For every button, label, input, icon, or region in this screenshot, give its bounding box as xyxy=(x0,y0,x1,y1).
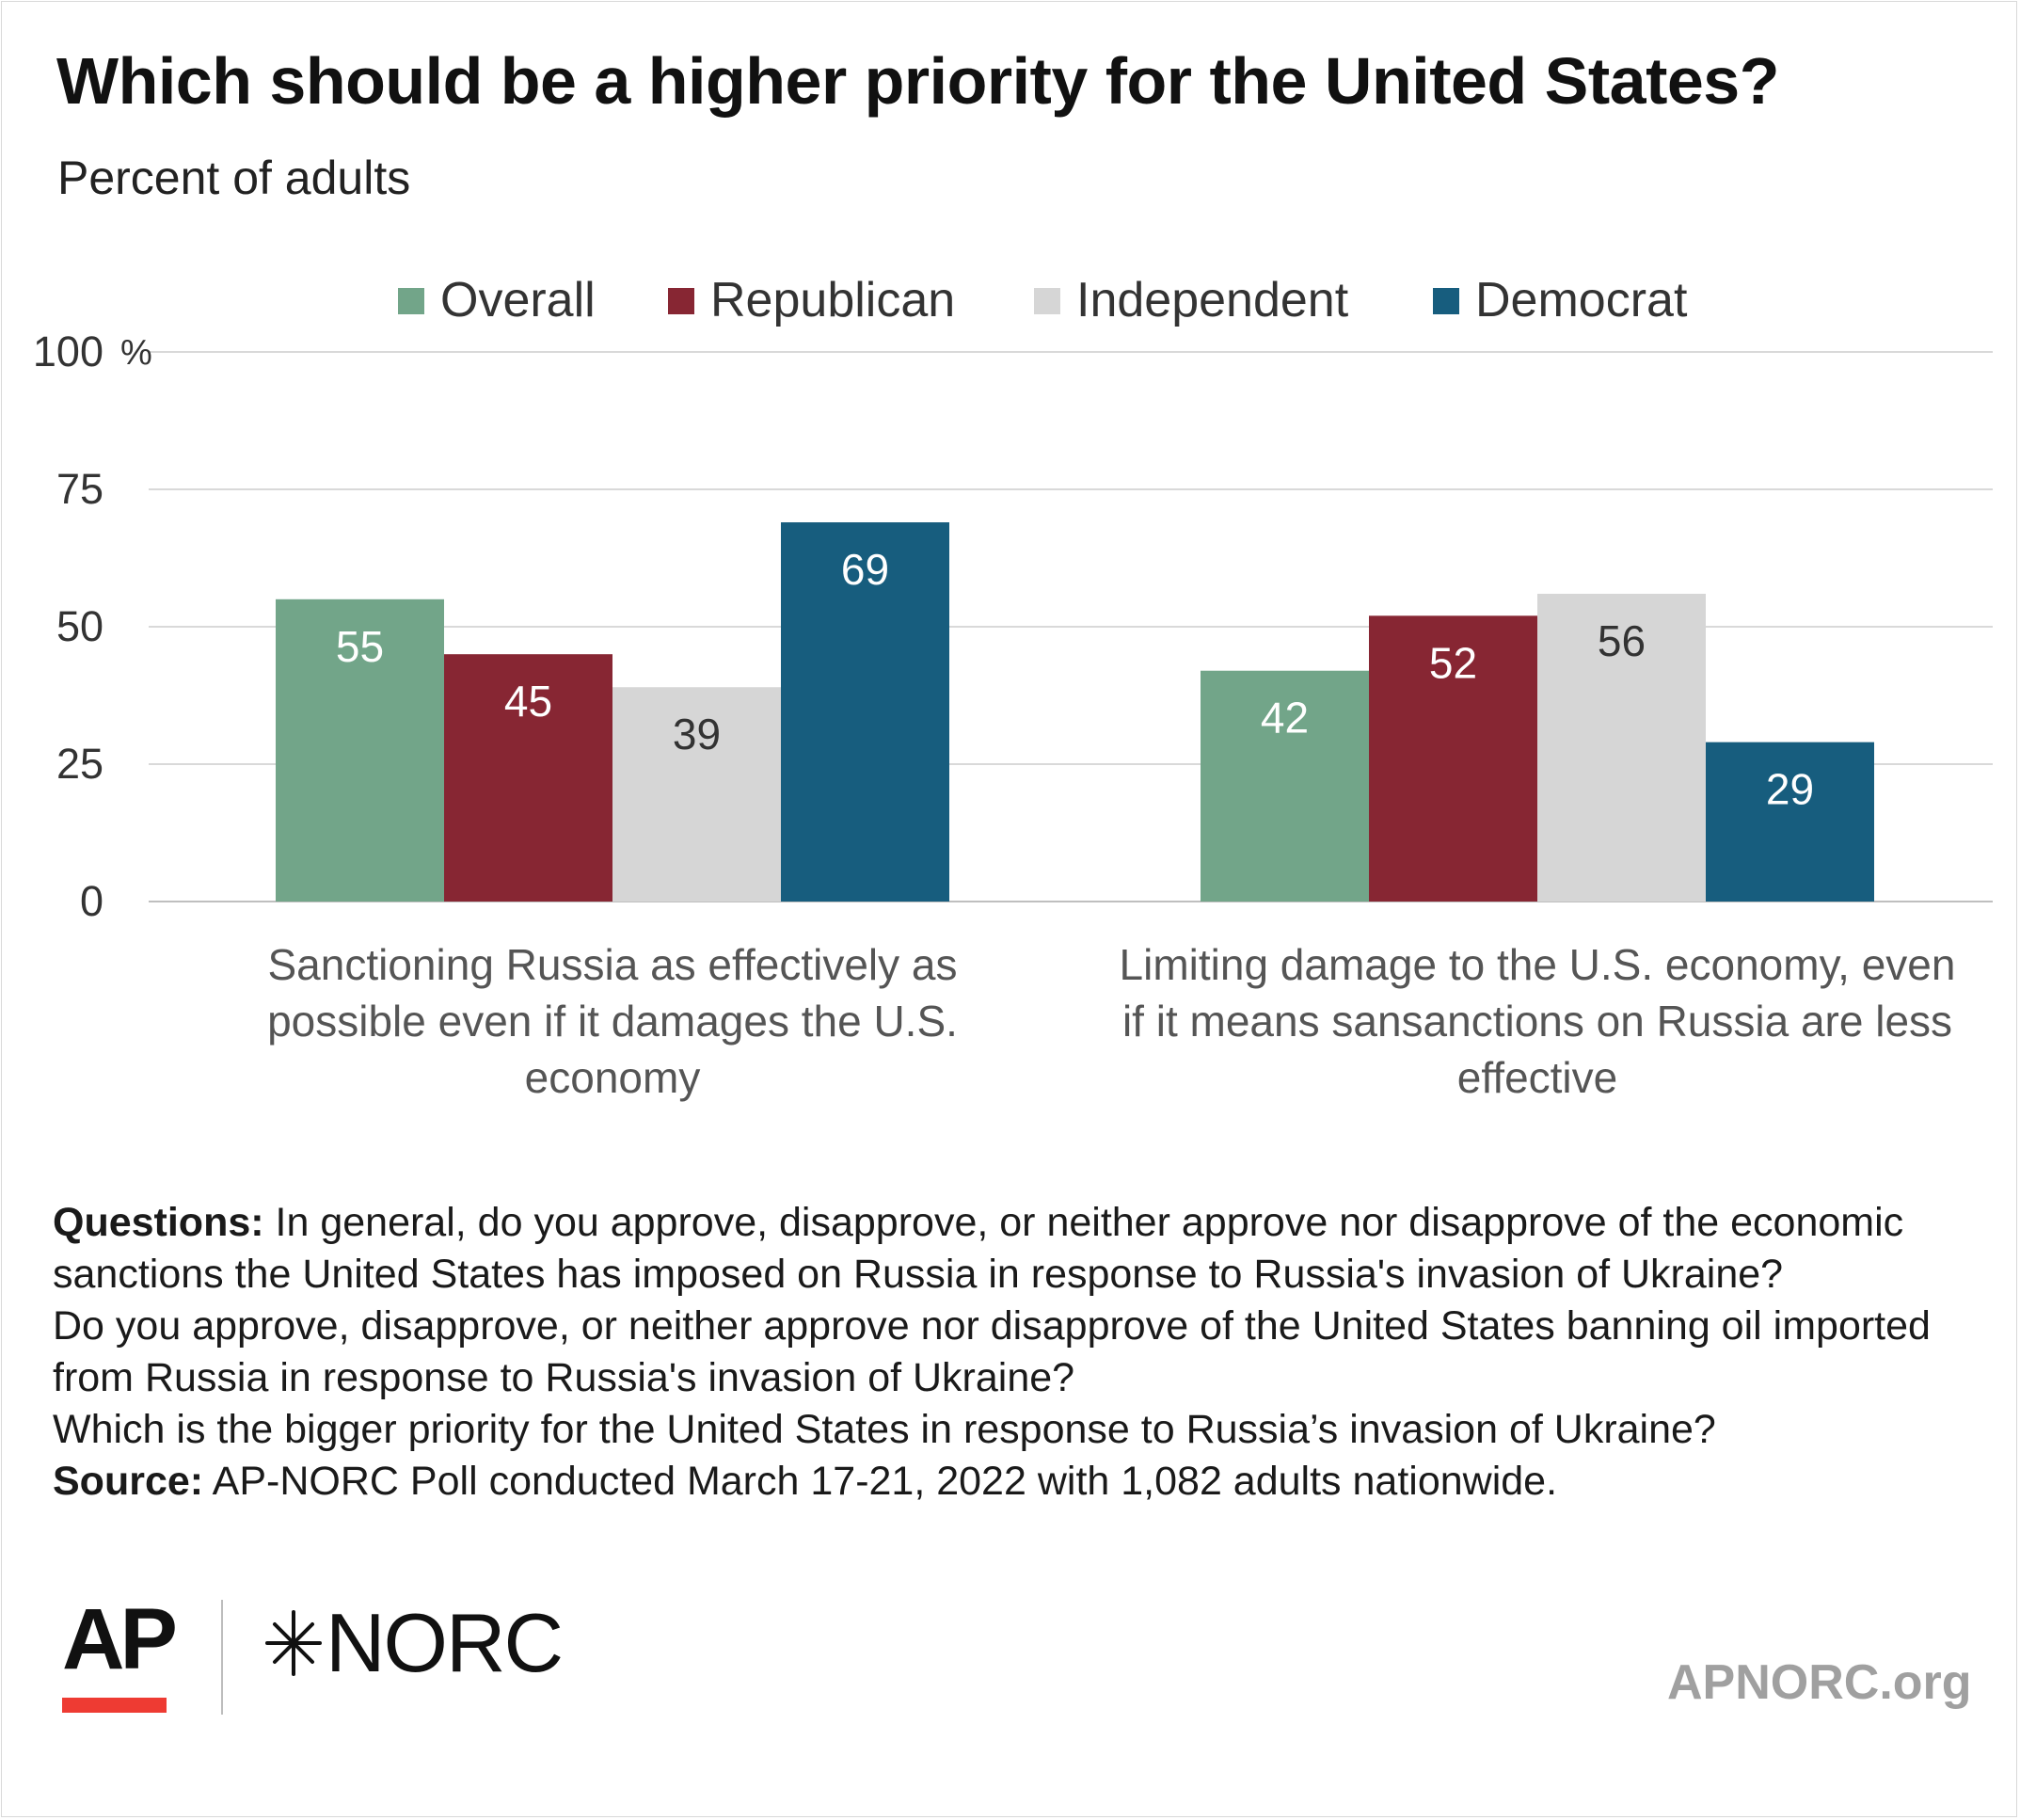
bar xyxy=(1537,593,1706,902)
y-tick-label: 100 xyxy=(33,327,103,375)
bar xyxy=(1201,670,1369,902)
legend-swatch xyxy=(1433,288,1459,314)
data-label: 56 xyxy=(1598,616,1646,665)
bar xyxy=(444,654,612,902)
source-label: Source: xyxy=(53,1459,204,1504)
legend-label: Democrat xyxy=(1475,273,1688,327)
y-tick-label: 50 xyxy=(56,602,103,650)
legend-label: Independent xyxy=(1076,273,1349,327)
ap-logo: AP xyxy=(62,1591,178,1687)
data-label: 45 xyxy=(504,677,552,726)
star-burst-icon xyxy=(265,1610,322,1676)
category-label: Limiting damage to the U.S. economy, eve… xyxy=(1120,940,1956,989)
y-tick-label: 25 xyxy=(56,740,103,788)
category-label: effective xyxy=(1457,1053,1617,1102)
bar xyxy=(276,599,444,902)
legend-swatch xyxy=(668,288,694,314)
category-label: Sanctioning Russia as effectively as xyxy=(268,940,958,989)
ap-logo-underline xyxy=(62,1698,167,1713)
source-note: Source: AP-NORC Poll conducted March 17-… xyxy=(53,1456,1991,1508)
legend-swatch xyxy=(398,288,424,314)
legend-swatch xyxy=(1034,288,1060,314)
category-label: if it means sansanctions on Russia are l… xyxy=(1122,997,1952,1046)
legend-label: Overall xyxy=(440,273,596,327)
chart-title: Which should be a higher priority for th… xyxy=(56,44,1780,118)
questions-note: Questions: In general, do you approve, d… xyxy=(53,1197,1991,1301)
y-tick-label: 0 xyxy=(80,877,103,925)
question-2: Do you approve, disapprove, or neither a… xyxy=(53,1303,1931,1400)
legend-label: Republican xyxy=(710,273,955,327)
data-label: 69 xyxy=(841,545,889,594)
data-label: 52 xyxy=(1429,638,1477,687)
bar xyxy=(1369,615,1537,902)
bar-chart: 0 25 50 75 100% Overall Republican Independent… xyxy=(33,273,1993,1102)
bar xyxy=(781,522,949,902)
bar xyxy=(612,687,781,902)
data-label: 55 xyxy=(336,622,384,671)
y-unit-label: % xyxy=(120,333,152,373)
y-tick-label: 75 xyxy=(56,465,103,513)
data-label: 42 xyxy=(1261,694,1309,742)
chart-subtitle: Percent of adults xyxy=(57,152,411,204)
site-url: APNORC.org xyxy=(1667,1655,1972,1710)
category-label: economy xyxy=(525,1053,701,1102)
chart-notes: Questions: In general, do you approve, d… xyxy=(53,1197,1991,1508)
logo-divider xyxy=(221,1600,223,1715)
question-1: In general, do you approve, disapprove, … xyxy=(53,1200,1904,1297)
data-label: 29 xyxy=(1766,765,1814,814)
data-label: 39 xyxy=(673,710,721,758)
category-label: possible even if it damages the U.S. xyxy=(267,997,958,1046)
source-text: AP-NORC Poll conducted March 17-21, 2022… xyxy=(203,1459,1558,1504)
norc-logo-text: NORC xyxy=(326,1596,564,1689)
question-3: Which is the bigger priority for the Uni… xyxy=(53,1407,1716,1452)
questions-label: Questions: xyxy=(53,1200,264,1245)
bar xyxy=(1706,742,1874,902)
norc-logo: NORC xyxy=(265,1595,564,1691)
